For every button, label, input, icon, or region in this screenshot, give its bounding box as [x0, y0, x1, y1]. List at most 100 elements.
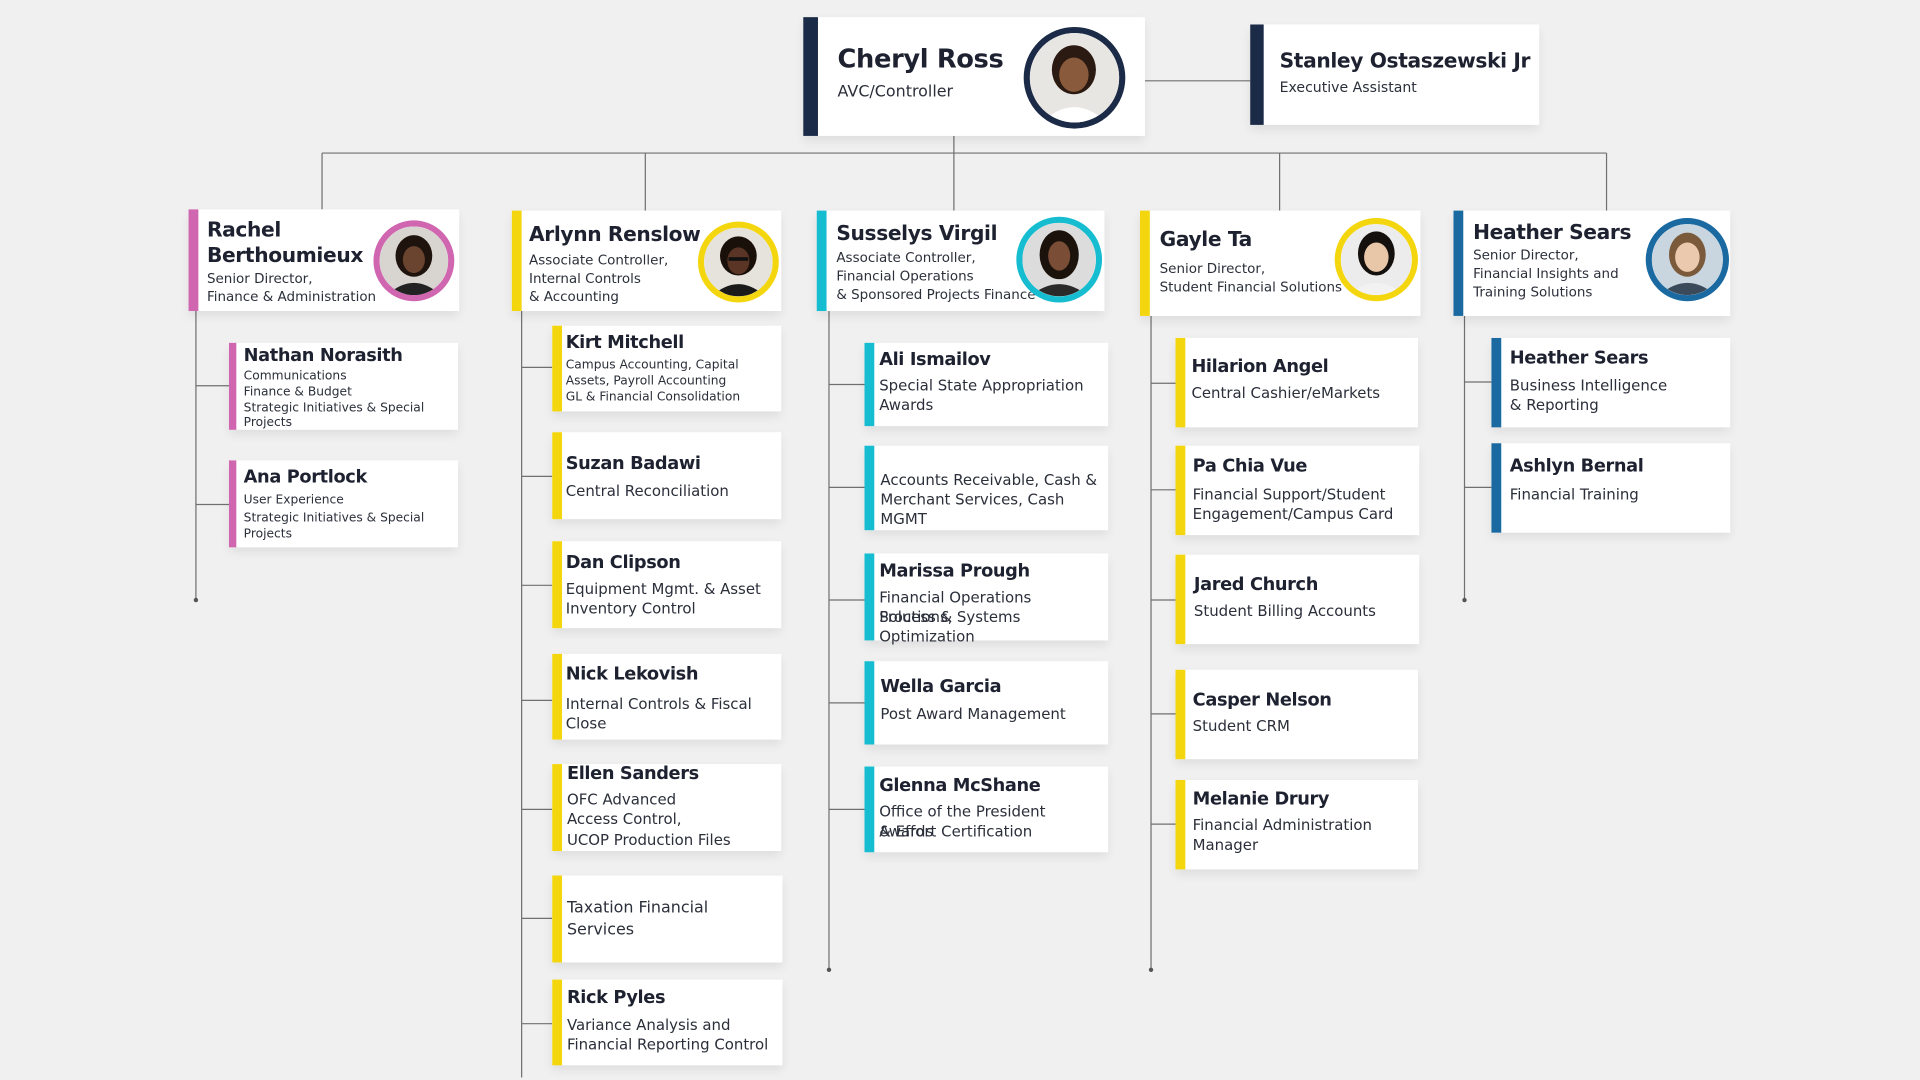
report-name: Hilarion Angel [1191, 357, 1329, 378]
card-accent-bar [552, 653, 563, 740]
report-name: Ali Ismailov [879, 350, 991, 370]
report-card: Heather Sears Business Intelligence & Re… [1491, 337, 1731, 428]
report-card: Kirt Mitchell Campus Accounting, Capital… [552, 325, 782, 412]
card-accent-bar [864, 342, 875, 427]
leader-card: Arlynn Renslow Associate Controller, Int… [511, 210, 782, 312]
report-card: Wella Garcia Post Award Management [864, 661, 1109, 745]
report-title-line1: Central Cashier/eMarkets [1191, 384, 1381, 402]
report-name: Nick Lekovish [565, 664, 699, 685]
report-title-line1: Financial Operations Solutions, [879, 588, 1032, 627]
assistant-card: Stanley Ostaszewski Jr Executive Assista… [1250, 24, 1540, 125]
report-name: Glenna McShane [879, 776, 1041, 796]
card-accent-bar [803, 17, 818, 136]
card-accent-bar [1175, 554, 1186, 645]
leader-title: AVC/Controller [837, 83, 954, 102]
report-card: Jared Church Student Billing Accounts [1175, 554, 1420, 645]
report-card: Melanie Drury Financial Administration M… [1175, 780, 1418, 870]
report-card: Ali Ismailov Special State Appropriation… [864, 342, 1109, 427]
report-name: Casper Nelson [1192, 690, 1332, 711]
report-name: Heather Sears [1509, 348, 1649, 369]
report-title-line1: Financial Training [1509, 486, 1639, 504]
report-title-line2: Financial Reporting Control [566, 1035, 769, 1054]
report-title-line2: Engagement/Campus Card [1192, 505, 1394, 523]
report-title-line2: Assets, Payroll Accounting [565, 374, 727, 389]
report-name: Ellen Sanders [566, 764, 699, 784]
report-card: Hilarion Angel Central Cashier/eMarkets [1175, 337, 1418, 428]
report-name: Ana Portlock [243, 467, 368, 488]
person-photo-icon [1023, 26, 1126, 129]
report-title-line1: Office of the President Awards [879, 803, 1046, 841]
report-card: Nick Lekovish Internal Controls & Fiscal… [552, 653, 782, 740]
report-title-line1: Accounts Receivable, Cash & [880, 471, 1098, 489]
card-accent-bar [1491, 337, 1502, 428]
card-accent-bar [864, 553, 875, 641]
report-title-line2: Manager [1192, 836, 1259, 854]
report-card: Rick Pyles Variance Analysis and Financi… [552, 979, 783, 1066]
report-title-line2: & Reporting [1509, 396, 1599, 414]
report-title-line1: Equipment Mgmt. & Asset [565, 580, 761, 598]
report-title-line2: Close [565, 715, 607, 733]
leader-title-line1: Senior Director, [206, 270, 313, 287]
leader-card: Rachel Berthoumieux Senior Director, Fin… [188, 209, 460, 312]
report-title-line1: Special State Appropriation [879, 377, 1084, 395]
report-card: Dan Clipson Equipment Mgmt. & Asset Inve… [552, 541, 782, 629]
report-title-line1: Student Billing Accounts [1193, 602, 1376, 620]
top-leader-card: Cheryl Ross AVC/Controller [803, 17, 1145, 136]
report-name: Rick Pyles [566, 988, 666, 1008]
card-accent-bar [552, 764, 563, 852]
person-photo-icon [1334, 217, 1418, 302]
card-accent-bar [1491, 443, 1502, 533]
report-card: Nathan Norasith Communications Finance &… [228, 342, 458, 430]
report-title-line1: User Experience [243, 493, 344, 507]
report-title-line1: Business Intelligence [1509, 377, 1668, 395]
report-title-line1: Post Award Management [880, 705, 1066, 723]
report-title-line2: Access Control, [566, 810, 682, 828]
card-accent-bar [1250, 24, 1264, 125]
leader-title-line2: Internal Controls [528, 270, 641, 287]
report-name: Wella Garcia [880, 677, 1002, 697]
report-title-line3: Strategic Initiatives & Special [243, 401, 425, 416]
card-accent-bar [864, 766, 875, 853]
leader-title-line1: Associate Controller, [836, 249, 976, 266]
report-title-line2: Merchant Services, Cash MGMT [880, 491, 1065, 529]
report-card: Accounts Receivable, Cash & Merchant Ser… [864, 445, 1109, 531]
report-title-line2: Strategic Initiatives & Special [243, 511, 425, 526]
leader-title-line1: Senior Director, [1473, 247, 1579, 264]
report-name: Melanie Drury [1192, 789, 1330, 810]
leader-title-line2: Finance & Administration [206, 288, 377, 305]
card-accent-bar [816, 210, 827, 312]
leader-name-line1: Rachel [206, 217, 281, 242]
report-name: Jared Church [1193, 575, 1319, 596]
assistant-name: Stanley Ostaszewski Jr [1279, 48, 1531, 73]
leader-title-line2: Financial Operations [836, 268, 974, 285]
leader-name: Cheryl Ross [837, 44, 1004, 74]
report-name: Marissa Prough [879, 562, 1030, 582]
report-title-line2: Finance & Budget [243, 385, 352, 400]
report-title-line1: Campus Accounting, Capital [565, 358, 739, 373]
report-title-line1: Central Reconciliation [565, 482, 729, 500]
card-accent-bar [1175, 445, 1186, 536]
card-accent-bar [228, 460, 237, 548]
report-title-line4: Projects [243, 416, 292, 430]
leader-title-line2: Financial Insights and [1473, 265, 1619, 282]
report-card: Casper Nelson Student CRM [1175, 669, 1418, 760]
leader-name-line1: Susselys Virgil [836, 221, 998, 245]
card-accent-bar [1140, 210, 1150, 316]
report-title-line1: Student CRM [1192, 717, 1290, 735]
person-photo-icon [1016, 216, 1103, 303]
report-card: Suzan Badawi Central Reconciliation [552, 432, 782, 520]
report-card: Marissa Prough Financial Operations Solu… [864, 553, 1109, 646]
report-title-line2: Inventory Control [565, 600, 696, 618]
card-accent-bar [552, 979, 563, 1066]
leader-title-line3: Training Solutions [1473, 284, 1593, 301]
report-title-line3: UCOP Production Files [566, 831, 731, 849]
report-title-line2: Process & Systems Optimization [879, 608, 1021, 646]
leader-name-line1: Arlynn Renslow [528, 222, 701, 247]
report-name: Pa Chia Vue [1192, 456, 1308, 477]
card-accent-bar [864, 445, 875, 531]
report-title-line3: GL & Financial Consolidation [565, 390, 741, 405]
card-accent-bar [864, 661, 875, 745]
card-accent-bar [1175, 669, 1186, 760]
report-card: Taxation Financial Services [552, 875, 783, 963]
